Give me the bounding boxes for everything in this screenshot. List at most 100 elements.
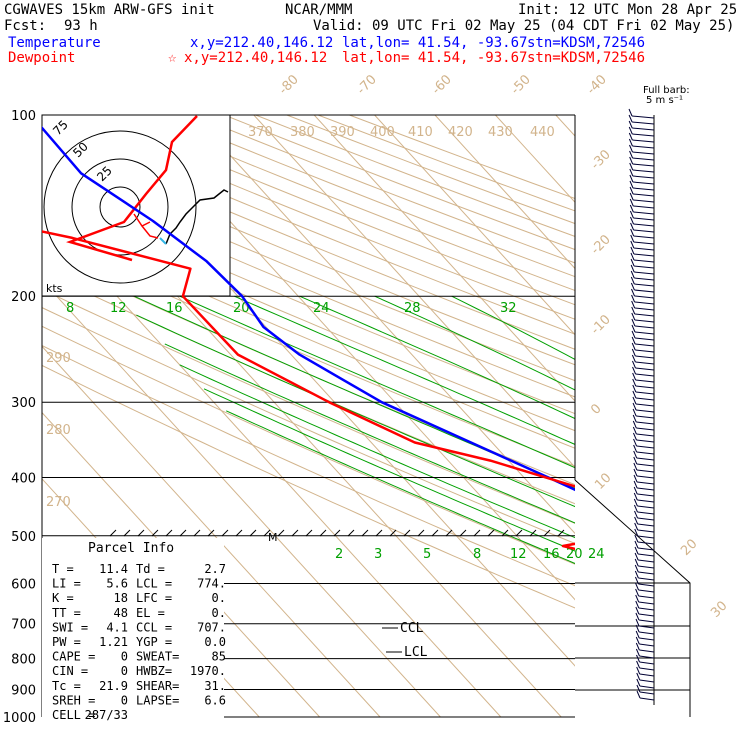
- barb-staff: [638, 601, 655, 605]
- wind-barb: [634, 516, 655, 527]
- moist-label: 32: [500, 301, 517, 316]
- parcel-cell: T =: [52, 562, 74, 576]
- pressure-label: 100: [11, 109, 36, 124]
- isotherm-label: -70: [354, 72, 380, 98]
- barb-flag: [632, 360, 636, 369]
- barb-flag: [632, 414, 637, 423]
- barb-flag: [629, 198, 634, 207]
- moist-adiabat: [234, 295, 575, 446]
- isotherm-label: 30: [708, 599, 730, 621]
- moist-label: 20: [233, 301, 250, 316]
- wind-barb: [635, 582, 655, 593]
- barb-flag: [630, 264, 635, 273]
- parcel-title: Parcel Info: [88, 541, 174, 556]
- wind-barb: [631, 288, 655, 299]
- barb-flag: [633, 456, 638, 465]
- parcel-cell: 18: [114, 591, 128, 605]
- parcel-cell: SHEAR=: [136, 679, 179, 693]
- parcel-cell: HWBZ=: [136, 664, 172, 678]
- wind-barb: [629, 162, 655, 173]
- parcel-cell: K =: [52, 591, 74, 605]
- wind-barb: [630, 270, 655, 281]
- dewpoint-latlon: lat,lon= 41.54, -93.67: [342, 50, 528, 66]
- parcel-cell: 6.6: [204, 693, 226, 707]
- barb-flag: [636, 684, 641, 693]
- dry-adiabat: [42, 159, 575, 382]
- barb-flag: [636, 660, 641, 669]
- mixing-label: 12: [510, 547, 527, 562]
- hatch: [207, 529, 215, 537]
- isotherm: [434, 115, 575, 270]
- wind-barb: [632, 378, 655, 389]
- wind-barb: [636, 690, 655, 701]
- pressure-label: 300: [11, 396, 36, 411]
- moist-label: 24: [313, 301, 330, 316]
- wind-barb: [634, 546, 655, 557]
- barb-staff: [633, 199, 655, 203]
- barb-staff: [633, 247, 655, 251]
- barb-flag: [630, 276, 635, 285]
- star-icon: ☆: [168, 50, 177, 66]
- barb-staff: [633, 229, 655, 233]
- hatch: [557, 529, 565, 537]
- parcel-cell: SWI =: [52, 620, 88, 634]
- barb-staff: [636, 481, 655, 485]
- wind-barb: [636, 678, 655, 689]
- isotherm-label: -20: [588, 232, 614, 258]
- barb-flag: [632, 408, 637, 417]
- wind-barb: [630, 252, 655, 263]
- wind-barb: [628, 120, 655, 131]
- hatch: [403, 529, 411, 537]
- barb-flag: [633, 486, 638, 495]
- barb-flag: [635, 600, 640, 609]
- barb-staff: [636, 445, 655, 449]
- barb-staff: [636, 421, 655, 425]
- moist-adiabat: [451, 295, 575, 360]
- barb-legend-2: 5 m s⁻¹: [646, 95, 683, 106]
- barb-staff: [637, 523, 655, 527]
- barb-flag: [628, 120, 633, 129]
- barb-flag: [635, 648, 640, 657]
- barb-flag: [633, 492, 638, 501]
- hatch: [487, 529, 495, 537]
- theta-label: 400: [370, 125, 395, 140]
- series-temperature: [42, 125, 575, 492]
- barb-staff: [637, 517, 655, 521]
- barb-staff: [634, 325, 655, 329]
- wind-barb: [635, 588, 655, 599]
- wind-barb: [630, 234, 655, 245]
- barb-flag: [630, 222, 635, 231]
- wind-barb: [633, 498, 655, 509]
- barb-flag: [635, 582, 639, 591]
- parcel-cell: YGP =: [136, 635, 172, 649]
- theta-label: 390: [330, 125, 355, 140]
- theta-label: 380: [290, 125, 315, 140]
- barb-staff: [632, 175, 655, 179]
- pressure-label: 700: [11, 618, 36, 633]
- parcel-cell: LFC =: [136, 591, 172, 605]
- barb-staff: [636, 439, 655, 443]
- wind-barb: [633, 504, 655, 515]
- wind-barb: [629, 204, 655, 215]
- barb-flag: [633, 438, 637, 447]
- wind-barb: [634, 528, 655, 539]
- parcel-cell: 774.: [197, 577, 226, 591]
- wind-barb: [630, 246, 655, 257]
- hodograph-ring-25: [99, 186, 141, 228]
- hatch: [221, 529, 229, 537]
- pressure-label: 1000: [3, 711, 36, 726]
- mixing-label: 24: [588, 547, 605, 562]
- wind-barb: [632, 390, 655, 401]
- hatch: [529, 529, 537, 537]
- wind-barb: [633, 474, 655, 485]
- parcel-cell: 0: [121, 664, 128, 678]
- wind-barb: [634, 552, 655, 563]
- wind-barb: [630, 228, 655, 239]
- theta-label: 280: [46, 423, 71, 438]
- isotherm-label: -80: [276, 72, 302, 98]
- moist-adiabat: [133, 295, 575, 489]
- hatch: [347, 529, 355, 537]
- barb-staff: [632, 133, 655, 137]
- isotherm-label: -30: [588, 147, 614, 173]
